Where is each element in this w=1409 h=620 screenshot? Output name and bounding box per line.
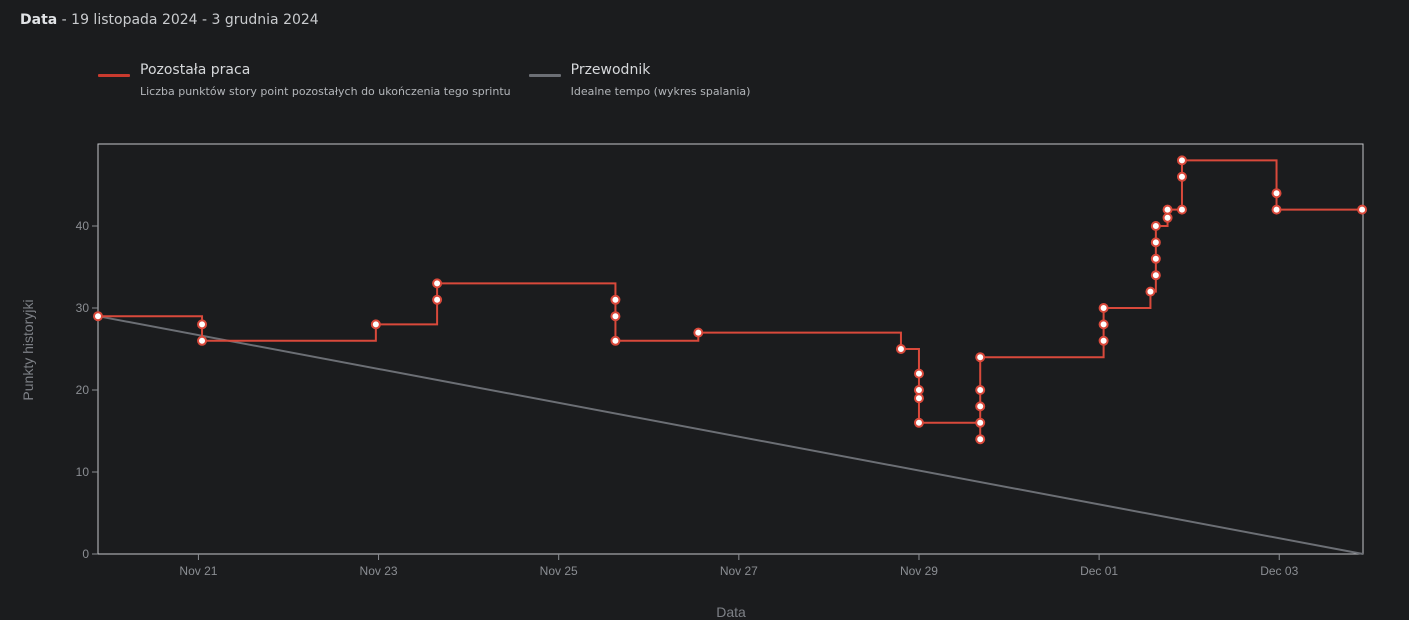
y-tick-label: 40 <box>76 219 90 233</box>
y-tick-label: 0 <box>82 547 89 561</box>
y-axis-title: Punkty historyjki <box>20 299 36 400</box>
data-point[interactable] <box>1357 204 1368 215</box>
x-tick-label: Dec 01 <box>1080 564 1118 578</box>
x-tick-label: Nov 23 <box>360 564 398 578</box>
data-point[interactable] <box>975 401 986 412</box>
data-point[interactable] <box>432 294 443 305</box>
legend-swatch-guideline <box>528 74 561 77</box>
legend-swatch-remaining-work <box>98 74 130 77</box>
data-point[interactable] <box>1098 303 1109 313</box>
x-tick-label: Nov 21 <box>179 564 217 578</box>
legend-name-remaining-work: Pozostała praca <box>140 62 251 78</box>
date-range-text: - 19 listopada 2024 - 3 grudnia 2024 <box>57 12 319 28</box>
series-line-guideline <box>97 315 1364 555</box>
x-tick-label: Nov 27 <box>720 564 758 578</box>
date-label: Data <box>20 12 58 28</box>
x-tick-label: Nov 29 <box>900 564 938 578</box>
data-point[interactable] <box>1271 188 1282 199</box>
legend-desc-remaining-work: Liczba punktów story point pozostałych d… <box>140 85 511 98</box>
series-layer <box>97 159 1364 555</box>
y-tick-label: 10 <box>76 465 90 479</box>
date-range-header: Data - 19 listopada 2024 - 3 grudnia 202… <box>20 12 319 28</box>
data-point[interactable] <box>1162 212 1173 223</box>
data-point[interactable] <box>1176 155 1187 166</box>
data-point[interactable] <box>1098 335 1109 346</box>
data-point[interactable] <box>975 417 986 428</box>
data-point[interactable] <box>913 385 924 395</box>
plot-frame <box>97 143 1364 555</box>
data-point[interactable] <box>895 344 906 354</box>
data-point[interactable] <box>1176 171 1187 182</box>
legend-item-remaining-work[interactable]: Pozostała praca Liczba punktów story poi… <box>98 60 511 98</box>
x-tick-label: Dec 03 <box>1260 564 1298 578</box>
data-point[interactable] <box>1162 204 1173 215</box>
chart-legend: Pozostała praca Liczba punktów story poi… <box>98 60 750 98</box>
y-tick-label: 30 <box>76 301 90 315</box>
data-point[interactable] <box>913 368 924 379</box>
data-point[interactable] <box>610 311 621 322</box>
x-axis-title: Data <box>716 604 746 620</box>
series-line-remaining-work <box>98 159 1363 440</box>
y-tick-label: 20 <box>76 383 90 397</box>
data-point[interactable] <box>1150 221 1161 231</box>
data-point[interactable] <box>610 294 621 305</box>
data-point[interactable] <box>93 311 103 322</box>
data-point[interactable] <box>975 352 986 363</box>
data-point[interactable] <box>1098 319 1109 330</box>
data-point[interactable] <box>1271 204 1282 215</box>
marker-layer <box>93 155 1368 445</box>
data-point[interactable] <box>197 319 208 330</box>
data-point[interactable] <box>1150 237 1161 248</box>
axes-layer: 0 10 20 30 40 Nov 21 Nov 23 Nov 25 Nov 27 Nov 29 D… <box>76 143 1364 578</box>
x-tick-label: Nov 25 <box>540 564 578 578</box>
data-point[interactable] <box>1150 253 1161 264</box>
data-point[interactable] <box>975 434 986 445</box>
legend-item-guideline[interactable]: Przewodnik Idealne tempo (wykres spalani… <box>528 60 751 98</box>
data-point[interactable] <box>913 417 924 428</box>
data-point[interactable] <box>370 319 381 330</box>
data-point[interactable] <box>913 393 924 404</box>
data-point[interactable] <box>432 278 443 289</box>
data-point[interactable] <box>1150 270 1161 281</box>
data-point[interactable] <box>610 335 621 346</box>
data-point[interactable] <box>1145 286 1156 297</box>
legend-name-guideline: Przewodnik <box>570 62 651 78</box>
legend-desc-guideline: Idealne tempo (wykres spalania) <box>570 85 751 98</box>
data-point[interactable] <box>197 335 208 346</box>
data-point[interactable] <box>975 385 986 395</box>
data-point[interactable] <box>1176 204 1187 215</box>
data-point[interactable] <box>693 327 704 338</box>
